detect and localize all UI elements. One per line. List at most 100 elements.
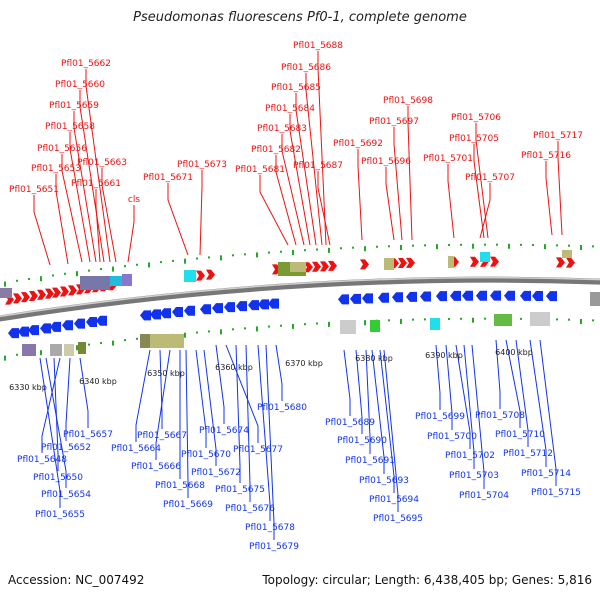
feature-box: [384, 258, 394, 270]
reverse-gene: [476, 290, 487, 301]
bottom-leader-line: [365, 349, 371, 454]
reverse-gene: [40, 323, 51, 334]
feature-box: [122, 274, 132, 286]
forward-gene: [45, 288, 54, 299]
top-leader-line: [199, 170, 203, 256]
reverse-gene: [546, 291, 557, 302]
bottom-gene-label: Pfl01_5690: [337, 436, 387, 446]
top-gene-label: Pfl01_5685: [271, 83, 321, 93]
bottom-leader-line: [275, 344, 283, 401]
bottom-leader-line: [539, 339, 557, 486]
bottom-gene-label: Pfl01_5668: [155, 481, 205, 491]
bottom-leader-line: [445, 344, 453, 430]
forward-gene: [29, 290, 38, 301]
top-gene-label: Pfl01_5663: [77, 158, 127, 168]
feature-box: [480, 252, 490, 262]
top-leader-line: [289, 114, 311, 246]
forward-gene: [490, 256, 499, 267]
tick-row-upper: [4, 243, 594, 287]
bottom-gene-label: Pfl01_5648: [17, 455, 67, 465]
reverse-gene: [490, 290, 501, 301]
bottom-gene-label: Pfl01_5714: [521, 469, 571, 479]
bottom-leader-line: [265, 344, 275, 540]
top-gene-label: Pfl01_5671: [143, 173, 193, 183]
forward-gene: [406, 257, 415, 268]
feature-box: [184, 270, 196, 282]
bottom-leader-line: [195, 349, 207, 448]
top-gene-label: Pfl01_5659: [49, 101, 99, 111]
reverse-gene: [362, 293, 373, 304]
bottom-gene-label: Pfl01_5689: [325, 418, 375, 428]
top-leader-line: [73, 111, 97, 263]
map-title: Pseudomonas fluorescens Pf0-1, complete …: [133, 10, 467, 25]
top-leader-line: [127, 205, 135, 263]
top-leader-line: [55, 174, 69, 265]
bottom-leader-line: [529, 339, 547, 467]
top-gene-label: Pfl01_5697: [369, 117, 419, 127]
feature-box: [78, 342, 86, 354]
label-leaders: [33, 51, 563, 540]
bottom-gene-label: Pfl01_5657: [63, 430, 113, 440]
bottom-gene-label: Pfl01_5700: [427, 432, 477, 442]
bottom-gene-label: Pfl01_5655: [35, 510, 85, 520]
bottom-gene-label: Pfl01_5703: [449, 471, 499, 481]
reverse-gene: [50, 321, 61, 332]
bottom-gene-label: Pfl01_5715: [531, 488, 581, 498]
forward-gene: [398, 258, 407, 269]
forward-gene: [470, 256, 479, 267]
top-leader-line: [357, 149, 363, 241]
reverse-gene: [172, 306, 183, 317]
top-leader-line: [473, 144, 485, 239]
bottom-leader-line: [379, 349, 395, 493]
top-gene-label: Pfl01_5660: [55, 80, 105, 90]
bottom-leader-line: [455, 344, 471, 449]
top-leader-line: [557, 141, 563, 236]
reverse-gene: [74, 318, 85, 329]
bottom-leader-line: [185, 349, 189, 498]
top-gene-label: cls: [128, 195, 140, 205]
bottom-gene-label: Pfl01_5695: [373, 514, 423, 524]
bottom-gene-label: Pfl01_5680: [257, 403, 307, 413]
top-gene-label: Pfl01_5683: [257, 124, 307, 134]
scale-labels: 6330 kbp 6340 kbp 6350 kbp 6360 kbp 6370 kbp…: [9, 348, 533, 392]
top-leader-line: [305, 73, 323, 246]
top-leader-line: [61, 154, 83, 263]
top-gene-label: Pfl01_5656: [37, 144, 87, 154]
reverse-gene: [248, 300, 259, 311]
scale-label: 6340 kbp: [79, 377, 117, 386]
feature-box: [340, 320, 356, 334]
bottom-gene-label: Pfl01_5677: [233, 445, 283, 455]
forward-gene: [13, 293, 22, 304]
top-gene-label: Pfl01_5684: [265, 104, 315, 114]
reverse-gene: [436, 291, 447, 302]
top-leader-line: [317, 171, 331, 246]
top-gene-label: Pfl01_5707: [465, 173, 515, 183]
top-gene-label: Pfl01_5698: [383, 96, 433, 106]
reverse-gene: [236, 301, 247, 312]
bottom-gene-label: Pfl01_5664: [111, 444, 161, 454]
bottom-gene-label: Pfl01_5699: [415, 412, 465, 422]
bottom-leader-line: [515, 339, 529, 447]
bottom-leader-line: [135, 349, 151, 442]
top-gene-label: Pfl01_5696: [361, 157, 411, 167]
forward-gene: [320, 261, 329, 272]
top-gene-label: Pfl01_5673: [177, 160, 227, 170]
top-leader-line: [479, 183, 491, 239]
top-gene-label: Pfl01_5687: [293, 161, 343, 171]
reverse-gene: [450, 290, 461, 301]
bottom-leader-line: [155, 349, 171, 460]
bottom-gene-label: Pfl01_5679: [249, 542, 299, 552]
top-gene-label: Pfl01_5701: [423, 154, 473, 164]
reverse-gene: [140, 310, 151, 321]
reverse-gene: [420, 291, 431, 302]
reverse-gene: [86, 317, 97, 328]
reverse-gene: [224, 302, 235, 313]
top-leader-line: [33, 195, 51, 266]
feature-box: [80, 276, 110, 290]
reverse-gene: [378, 292, 389, 303]
scale-label: 6380 kbp: [355, 354, 393, 363]
top-leader-line: [95, 189, 101, 263]
forward-gene: [312, 261, 321, 272]
reverse-gene: [184, 305, 195, 316]
